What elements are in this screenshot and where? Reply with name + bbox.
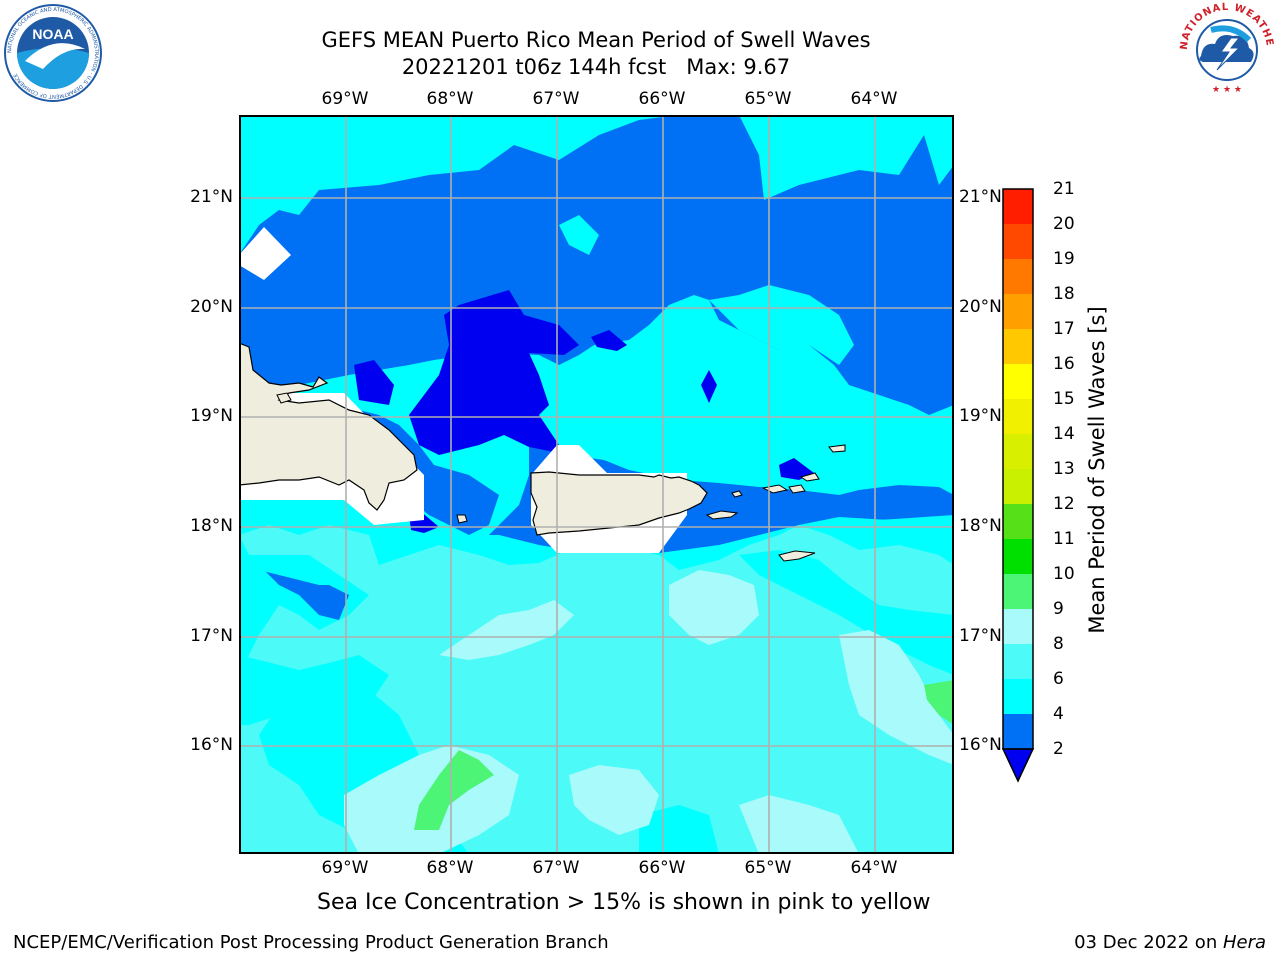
lon-label-top-65w: 65°W bbox=[744, 89, 792, 109]
noaa-logo: NOAA NATIONAL OCEANIC AND ATMOSPHERIC AD… bbox=[4, 4, 102, 102]
lon-label-top-69w: 69°W bbox=[321, 89, 369, 109]
land-tortola bbox=[799, 472, 820, 482]
colorbar-tick-4: 4 bbox=[1053, 704, 1064, 724]
footer-host: Hera bbox=[1222, 932, 1266, 953]
sea-ice-caption: Sea Ice Concentration > 15% is shown in … bbox=[317, 890, 931, 915]
field-4-6-intrusion-3 bbox=[559, 215, 599, 255]
colorbar-tick-20: 20 bbox=[1053, 214, 1075, 234]
colorbar-tick-17: 17 bbox=[1053, 319, 1075, 339]
footer-producer: NCEP/EMC/Verification Post Processing Pr… bbox=[13, 932, 609, 953]
land-hispaniola bbox=[239, 342, 418, 511]
colorbar-tick-21: 21 bbox=[1053, 179, 1075, 199]
lat-label-right-17n: 17°N bbox=[959, 626, 1002, 646]
lon-label-top-68w: 68°W bbox=[426, 89, 474, 109]
field-8-9-b bbox=[669, 570, 759, 645]
lon-label-bottom-65w: 65°W bbox=[744, 858, 792, 878]
colorbar-tick-9: 9 bbox=[1053, 599, 1064, 619]
colorbar-tick-18: 18 bbox=[1053, 284, 1075, 304]
colorbar-segment-c18_19 bbox=[1003, 259, 1033, 294]
colorbar-segment-c16_17 bbox=[1003, 329, 1033, 364]
lat-label-right-19n: 19°N bbox=[959, 406, 1002, 426]
map-border bbox=[239, 115, 954, 854]
colorbar-segment-c11_12 bbox=[1003, 504, 1033, 539]
colorbar-tick-16: 16 bbox=[1053, 354, 1075, 374]
colorbar-segment-c2_4 bbox=[1003, 714, 1033, 749]
colorbar-tick-10: 10 bbox=[1053, 564, 1075, 584]
lon-label-bottom-64w: 64°W bbox=[850, 858, 898, 878]
footer-date: 03 Dec 2022 on Hera bbox=[1074, 932, 1266, 953]
field-8-9-a bbox=[439, 600, 574, 660]
swell-period-map bbox=[239, 115, 954, 854]
colorbar-tick-2: 2 bbox=[1053, 739, 1064, 759]
colorbar-segment-c12_13 bbox=[1003, 469, 1033, 504]
colorbar-tick-13: 13 bbox=[1053, 459, 1075, 479]
field-4-6-patch-far bbox=[639, 805, 719, 854]
svg-text:★ ★ ★: ★ ★ ★ bbox=[1212, 85, 1242, 95]
nws-logo: NATIONAL WEATHER SERVICE ★ ★ ★ bbox=[1177, 0, 1275, 98]
lat-label-left-19n: 19°N bbox=[190, 406, 233, 426]
noaa-text: NOAA bbox=[32, 26, 73, 42]
lat-label-right-16n: 16°N bbox=[959, 735, 1002, 755]
field-lt2-vi bbox=[779, 458, 814, 480]
land-vieques bbox=[705, 510, 739, 520]
colorbar-segment-c20_21 bbox=[1003, 189, 1033, 224]
colorbar-segment-c10_11 bbox=[1003, 539, 1033, 574]
field-4-6-intrusion-2 bbox=[709, 285, 854, 365]
land-st-john bbox=[788, 484, 806, 494]
colorbar-tick-14: 14 bbox=[1053, 424, 1075, 444]
colorbar-segment-c9_10 bbox=[1003, 574, 1033, 609]
mask-island bbox=[239, 227, 291, 280]
colorbar-label: Mean Period of Swell Waves [s] bbox=[1085, 306, 1109, 634]
lat-label-left-21n: 21°N bbox=[190, 187, 233, 207]
colorbar-tick-6: 6 bbox=[1053, 669, 1064, 689]
chart-subtitle: 20221201 t06z 144h fcst Max: 9.67 bbox=[401, 55, 791, 79]
lon-label-bottom-67w: 67°W bbox=[532, 858, 580, 878]
colorbar-segment-c19_20 bbox=[1003, 224, 1033, 259]
field-9-10-b bbox=[924, 680, 954, 725]
colorbar-tick-8: 8 bbox=[1053, 634, 1064, 654]
footer-date-text: 03 Dec 2022 on bbox=[1074, 932, 1223, 953]
field-4-6-intrusion-1 bbox=[289, 145, 319, 175]
colorbar-tick-12: 12 bbox=[1053, 494, 1075, 514]
lat-label-left-17n: 17°N bbox=[190, 626, 233, 646]
field-9-10-a bbox=[414, 750, 494, 830]
colorbar-tick-11: 11 bbox=[1053, 529, 1075, 549]
lon-label-top-66w: 66°W bbox=[638, 89, 686, 109]
colorbar-segment-c4_6 bbox=[1003, 679, 1033, 714]
field-lt2-east1 bbox=[591, 330, 627, 351]
field-4-6-patch-right bbox=[739, 550, 954, 675]
colorbar-tick-19: 19 bbox=[1053, 249, 1075, 269]
chart-title: GEFS MEAN Puerto Rico Mean Period of Swe… bbox=[321, 28, 871, 52]
lon-label-bottom-68w: 68°W bbox=[426, 858, 474, 878]
colorbar-segment-c6_8 bbox=[1003, 644, 1033, 679]
colorbar-segment-c17_18 bbox=[1003, 294, 1033, 329]
field-8-9-c bbox=[839, 630, 954, 765]
land-small-island-2 bbox=[456, 514, 468, 524]
lon-label-top-64w: 64°W bbox=[850, 89, 898, 109]
field-lt2-left bbox=[354, 360, 394, 405]
lat-label-right-20n: 20°N bbox=[959, 297, 1002, 317]
colorbar-segment-c8_9 bbox=[1003, 609, 1033, 644]
land-small-island-1 bbox=[276, 392, 292, 404]
land-virgin-gorda bbox=[828, 444, 846, 453]
colorbar-tick-15: 15 bbox=[1053, 389, 1075, 409]
lat-label-left-20n: 20°N bbox=[190, 297, 233, 317]
field-lt2-east2 bbox=[701, 370, 717, 403]
map-gridlines bbox=[239, 115, 954, 854]
colorbar-extend-triangle bbox=[1001, 748, 1035, 783]
lon-label-top-67w: 67°W bbox=[532, 89, 580, 109]
lat-label-left-16n: 16°N bbox=[190, 735, 233, 755]
lat-label-right-18n: 18°N bbox=[959, 516, 1002, 536]
lat-label-right-21n: 21°N bbox=[959, 187, 1002, 207]
colorbar-segment-c14_15 bbox=[1003, 399, 1033, 434]
lon-label-bottom-69w: 69°W bbox=[321, 858, 369, 878]
colorbar-segment-c15_16 bbox=[1003, 364, 1033, 399]
colorbar bbox=[1001, 188, 1035, 783]
field-8-9-e bbox=[569, 765, 659, 835]
land-anegada bbox=[731, 490, 743, 498]
lon-label-bottom-66w: 66°W bbox=[638, 858, 686, 878]
colorbar-segment-c13_14 bbox=[1003, 434, 1033, 469]
lat-label-left-18n: 18°N bbox=[190, 516, 233, 536]
land-st-croix bbox=[778, 550, 816, 562]
